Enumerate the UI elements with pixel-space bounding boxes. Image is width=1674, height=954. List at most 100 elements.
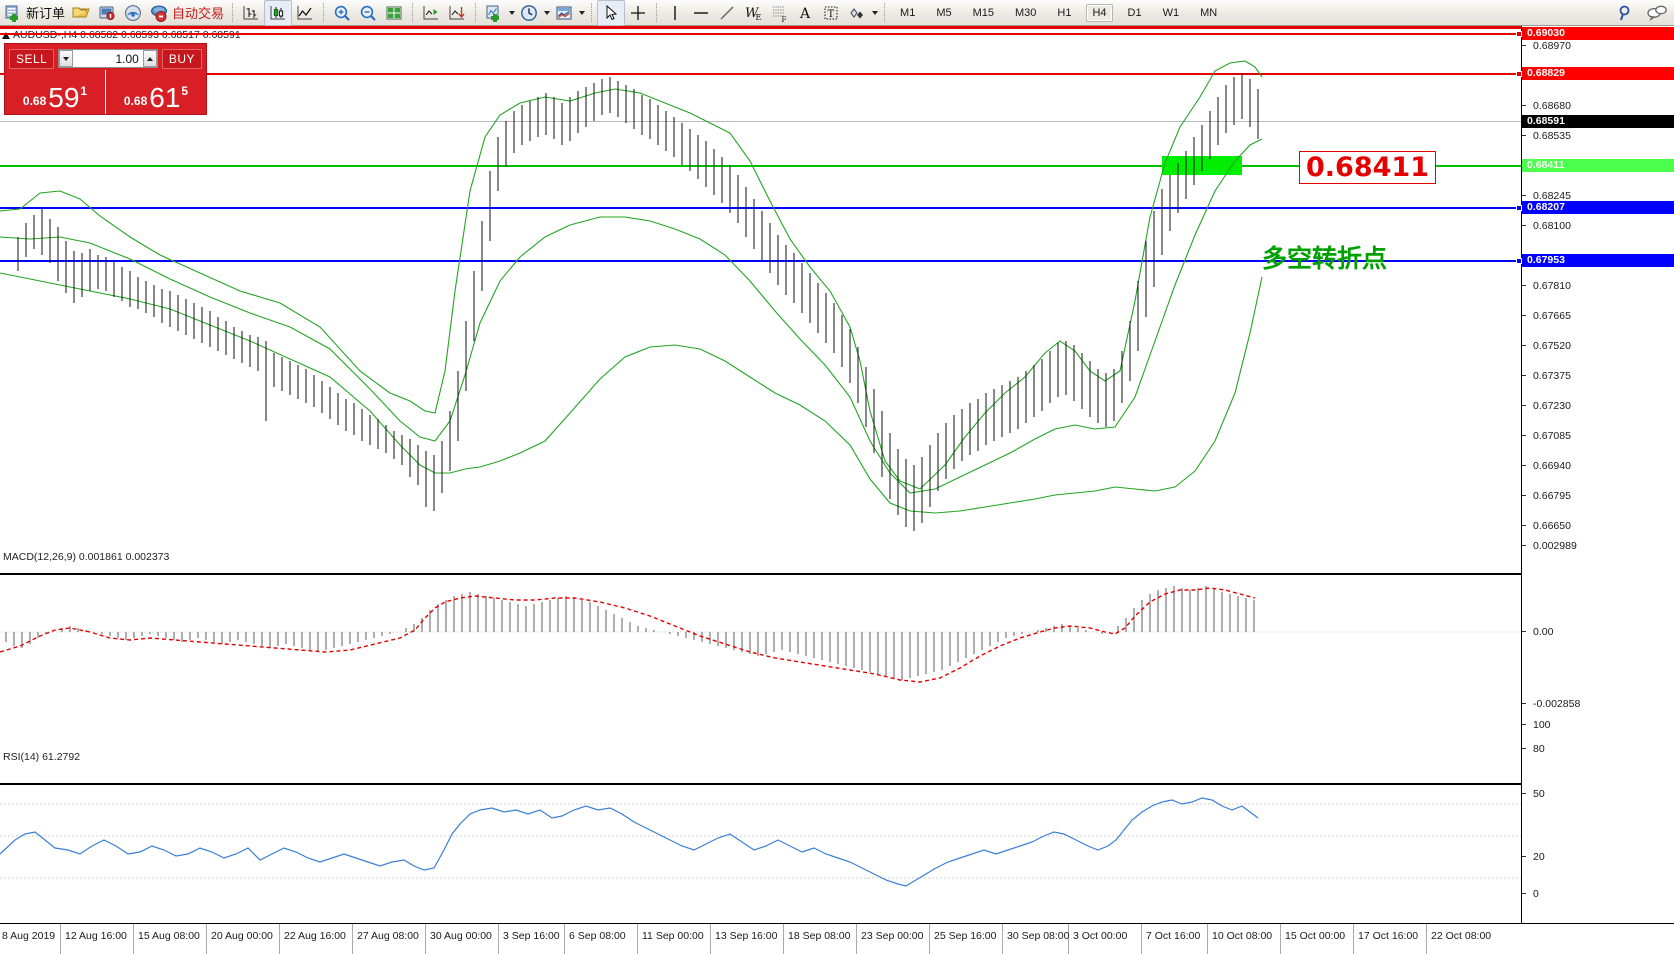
trade-panel-top-row: SELL 1.00 BUY <box>5 44 206 70</box>
sell-price-main: 59 <box>48 82 80 113</box>
price-tag-68829[interactable]: 0.68829 <box>1522 67 1674 80</box>
crosshair-icon <box>628 3 648 23</box>
toolbar-divider <box>412 3 414 22</box>
new-order-label: 新订单 <box>26 7 66 22</box>
timeframe-m15[interactable]: M15 <box>972 6 994 19</box>
price-tag-67953[interactable]: 0.67953 <box>1522 254 1674 267</box>
timeframe-m5[interactable]: M5 <box>936 6 952 19</box>
timeframe-d1[interactable]: D1 <box>1127 6 1142 19</box>
shapes-button[interactable] <box>844 1 870 25</box>
symbol-ohlc-label: AUDUSD-,H4 0.68582 0.68593 0.68517 0.685… <box>2 29 241 41</box>
horizontal-line-button[interactable] <box>688 1 714 25</box>
svg-text:A: A <box>799 6 811 22</box>
timeframe-h1[interactable]: H1 <box>1057 6 1072 19</box>
hline-handle[interactable] <box>1516 205 1522 211</box>
tile-windows-button[interactable] <box>381 1 407 25</box>
chat-icon[interactable] <box>1646 3 1667 23</box>
trendline-icon <box>717 3 737 23</box>
hline-68411[interactable] <box>0 165 1521 167</box>
crosshair-button[interactable] <box>625 1 651 25</box>
bar-chart-button[interactable] <box>238 1 264 25</box>
vertical-line-button[interactable] <box>662 1 688 25</box>
svg-text:F: F <box>782 16 787 23</box>
zoom-out-button[interactable] <box>355 1 381 25</box>
rsi-axis-tick-50: 50 <box>1522 788 1674 800</box>
fibonacci-button[interactable]: F <box>766 1 792 25</box>
price-tick: 0.66940 <box>1522 460 1674 472</box>
time-axis[interactable]: 8 Aug 2019 12 Aug 16:00 15 Aug 08:00 20 … <box>0 923 1674 954</box>
elliott-wave-button[interactable]: W E <box>740 1 766 25</box>
time-label: 15 Aug 08:00 <box>138 930 200 942</box>
turning-point-note[interactable]: 多空转折点 <box>1262 244 1388 273</box>
symbol-ohlc-text: AUDUSD-,H4 0.68582 0.68593 0.68517 0.685… <box>13 29 241 41</box>
price-tick: 0.67085 <box>1522 430 1674 442</box>
buy-quote[interactable]: 0.68 61 5 <box>105 70 206 114</box>
tile-windows-icon <box>384 3 404 23</box>
text-label-button[interactable]: T <box>818 1 844 25</box>
profile-button[interactable] <box>94 1 120 25</box>
folder-button[interactable] <box>68 1 94 25</box>
timeframe-w1[interactable]: W1 <box>1162 6 1180 19</box>
chart-shift-icon <box>421 3 441 23</box>
timeframe-h4[interactable]: H4 <box>1086 3 1113 22</box>
price-scale[interactable]: 0.68970 0.68680 0.68535 0.68390 0.68245 … <box>1522 26 1674 954</box>
toolbar-divider <box>232 3 234 22</box>
volume-stepper[interactable]: 1.00 <box>58 49 158 68</box>
price-tag-69030[interactable]: 0.69030 <box>1522 27 1674 40</box>
text-label-icon: T <box>821 3 841 23</box>
templates-button[interactable] <box>551 1 577 25</box>
candlestick-chart-button[interactable] <box>264 0 293 26</box>
hline-67953[interactable] <box>0 258 1522 264</box>
time-label: 3 Sep 16:00 <box>503 930 560 942</box>
shapes-dropdown-arrow[interactable] <box>870 2 879 24</box>
price-tag-68207[interactable]: 0.68207 <box>1522 201 1674 214</box>
line-chart-icon <box>295 3 315 23</box>
hline-handle[interactable] <box>1516 31 1522 37</box>
templates-dropdown-arrow[interactable] <box>577 2 586 24</box>
volume-decrement-button[interactable] <box>59 50 74 67</box>
periods-dropdown-arrow[interactable] <box>542 2 551 24</box>
text-button[interactable]: A <box>792 1 818 25</box>
buy-button[interactable]: BUY <box>161 48 202 69</box>
price-tick: 0.68100 <box>1522 220 1674 232</box>
line-chart-button[interactable] <box>292 1 318 25</box>
zoom-in-button[interactable] <box>329 1 355 25</box>
top-price-line <box>0 26 1674 29</box>
volume-value[interactable]: 1.00 <box>115 51 139 66</box>
hline-handle[interactable] <box>1516 71 1522 77</box>
chart-shift-button[interactable] <box>418 1 444 25</box>
time-label: 10 Oct 08:00 <box>1212 930 1273 942</box>
price-axis-line <box>1521 26 1522 926</box>
time-label: 11 Sep 00:00 <box>642 930 704 942</box>
timeframe-m1[interactable]: M1 <box>900 6 916 19</box>
auto-scroll-button[interactable] <box>444 1 470 25</box>
search-icon[interactable] <box>1616 3 1636 23</box>
volume-increment-button[interactable] <box>142 50 157 67</box>
timeframe-m30[interactable]: M30 <box>1015 6 1037 19</box>
indicators-dropdown-arrow[interactable] <box>507 2 516 24</box>
hline-69030[interactable] <box>0 31 1522 37</box>
new-order-button[interactable]: 新订单 <box>0 1 68 25</box>
auto-scroll-icon <box>447 3 467 23</box>
broadcast-button[interactable] <box>120 1 146 25</box>
indicators-button[interactable] <box>481 1 507 25</box>
hline-68829[interactable] <box>0 71 1522 77</box>
auto-trading-button[interactable]: 自动交易 <box>146 1 227 25</box>
trendline-button[interactable] <box>714 1 740 25</box>
chart-area[interactable]: AUDUSD-,H4 0.68582 0.68593 0.68517 0.685… <box>0 26 1674 954</box>
cursor-button[interactable] <box>597 0 626 26</box>
hline-handle[interactable] <box>1516 258 1522 264</box>
macd-axis-tick-top: 0.002989 <box>1522 540 1674 552</box>
broadcast-icon <box>123 3 143 23</box>
one-click-trading-panel[interactable]: SELL 1.00 BUY 0.68 59 1 0.68 61 5 <box>4 43 207 115</box>
periods-button[interactable] <box>516 1 542 25</box>
svg-text:W: W <box>745 6 760 21</box>
hline-68207[interactable] <box>0 205 1522 211</box>
price-annotation-label[interactable]: 0.68411 <box>1299 151 1436 184</box>
sell-button[interactable]: SELL <box>9 48 55 69</box>
price-tag-68411[interactable]: 0.68411 <box>1522 159 1674 172</box>
timeframe-mn[interactable]: MN <box>1200 6 1218 19</box>
price-tick: 0.67810 <box>1522 280 1674 292</box>
sell-quote[interactable]: 0.68 59 1 <box>5 70 105 114</box>
macd-pane-top-divider <box>0 573 1522 575</box>
